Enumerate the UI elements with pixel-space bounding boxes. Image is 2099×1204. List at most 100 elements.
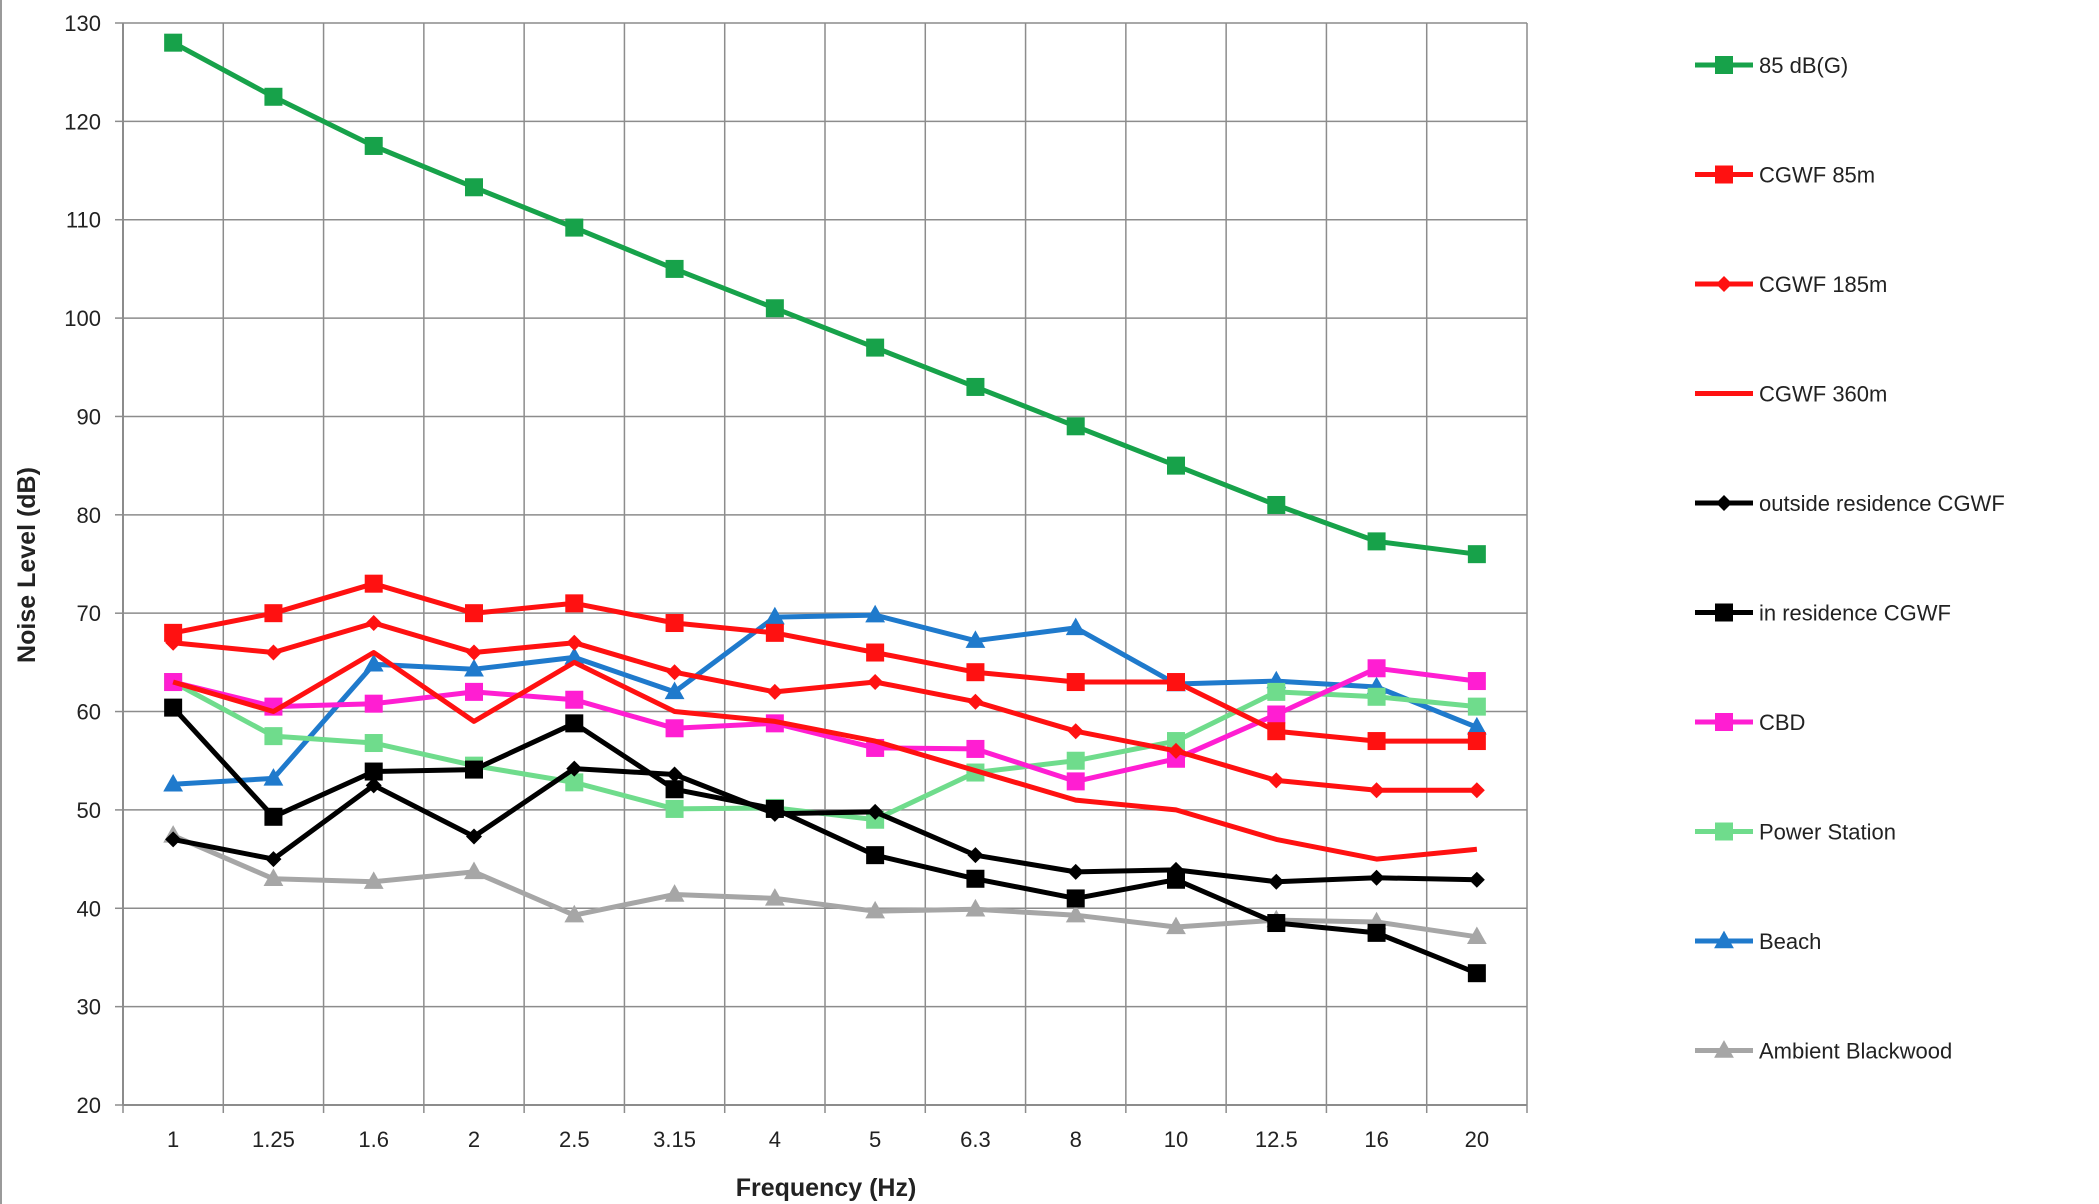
data-point bbox=[967, 693, 984, 710]
data-point bbox=[564, 647, 585, 665]
data-point bbox=[1467, 964, 1486, 983]
data-point bbox=[867, 674, 884, 691]
data-point bbox=[264, 807, 283, 826]
data-point bbox=[1468, 871, 1485, 888]
data-point bbox=[565, 773, 584, 792]
data-point bbox=[665, 614, 684, 633]
series-line bbox=[172, 620, 1477, 793]
data-point bbox=[264, 87, 283, 106]
data-point bbox=[1065, 617, 1086, 636]
data-point bbox=[664, 884, 685, 902]
legend-swatch-marker bbox=[1715, 822, 1733, 841]
data-point bbox=[1066, 772, 1085, 791]
data-point bbox=[1267, 722, 1286, 741]
data-point bbox=[565, 690, 584, 709]
legend-label: Ambient Blackwood bbox=[1759, 1039, 1952, 1064]
legend-label: CGWF 360m bbox=[1759, 382, 1887, 407]
x-tick-label: 1 bbox=[167, 1127, 179, 1152]
series-line bbox=[172, 581, 1477, 744]
data-point bbox=[364, 136, 383, 155]
data-point bbox=[465, 604, 483, 623]
data-point bbox=[1167, 870, 1185, 889]
data-point bbox=[665, 780, 684, 799]
legend-swatch-marker bbox=[1714, 930, 1734, 949]
data-point bbox=[1367, 923, 1386, 942]
data-point bbox=[263, 768, 284, 786]
data-point bbox=[665, 719, 684, 738]
data-point bbox=[1067, 863, 1084, 880]
data-point bbox=[966, 377, 985, 396]
data-point bbox=[1067, 723, 1084, 740]
series-group bbox=[163, 33, 1487, 983]
data-point bbox=[1268, 873, 1285, 890]
data-point bbox=[1267, 495, 1286, 514]
x-tick-label: 12.5 bbox=[1255, 1127, 1298, 1152]
legend-item-beach: Beach bbox=[1695, 929, 1821, 954]
legend-label: CGWF 85m bbox=[1759, 163, 1875, 188]
data-point bbox=[1167, 673, 1185, 692]
data-point bbox=[865, 900, 886, 919]
data-point bbox=[1367, 532, 1386, 551]
data-point bbox=[466, 644, 482, 661]
data-point bbox=[1466, 926, 1487, 944]
legend-item-cgwf-360m: CGWF 360m bbox=[1695, 382, 1887, 407]
y-tick-labels: 20 30 40 50 60 70 80 90 100 110 120 130 bbox=[64, 11, 101, 1118]
data-point bbox=[1367, 687, 1386, 706]
grid bbox=[122, 22, 1528, 1106]
legend-swatch-marker bbox=[1714, 1040, 1734, 1058]
data-point bbox=[363, 871, 384, 889]
data-point bbox=[1368, 869, 1385, 886]
x-tick-label: 1.6 bbox=[358, 1127, 389, 1152]
data-point bbox=[566, 760, 583, 777]
data-point bbox=[466, 828, 482, 845]
data-point bbox=[866, 643, 885, 662]
left-border-line bbox=[0, 0, 2, 1204]
data-point bbox=[664, 681, 685, 700]
data-point bbox=[564, 904, 585, 923]
legend-label: outside residence CGWF bbox=[1759, 491, 2005, 516]
data-point bbox=[566, 634, 583, 651]
legend-swatch-marker bbox=[1715, 56, 1733, 74]
legend-label: CGWF 185m bbox=[1759, 272, 1887, 297]
legend-swatch-marker bbox=[1715, 603, 1733, 622]
x-tick-label: 3.15 bbox=[653, 1127, 696, 1152]
data-point bbox=[263, 868, 284, 886]
y-axis-title: Noise Level (dB) bbox=[13, 467, 41, 663]
data-point bbox=[1467, 732, 1486, 751]
data-point bbox=[867, 803, 884, 820]
x-tick-label: 2.5 bbox=[559, 1127, 590, 1152]
data-point bbox=[264, 727, 283, 746]
data-point bbox=[1467, 672, 1486, 691]
y-tick-label: 130 bbox=[64, 11, 101, 36]
x-tick-labels: 1 1.25 1.6 2 2.5 3.15 4 5 6.3 8 10 12.5 16 20 bbox=[167, 1127, 1489, 1152]
data-point bbox=[465, 178, 483, 197]
data-point bbox=[365, 615, 382, 632]
series-line bbox=[172, 766, 1477, 885]
series-line bbox=[171, 40, 1478, 557]
legend-label: in residence CGWF bbox=[1759, 601, 1951, 626]
data-point bbox=[1166, 916, 1186, 935]
legend-label: CBD bbox=[1759, 710, 1805, 735]
data-point bbox=[865, 604, 886, 623]
data-point bbox=[1168, 742, 1184, 759]
data-point bbox=[464, 658, 484, 677]
y-tick-label: 30 bbox=[77, 995, 101, 1020]
data-point bbox=[363, 653, 384, 672]
data-point bbox=[1066, 673, 1085, 692]
legend-label: 85 dB(G) bbox=[1759, 53, 1848, 78]
data-point bbox=[1065, 904, 1086, 923]
data-point bbox=[1066, 889, 1085, 908]
data-point bbox=[765, 623, 784, 642]
series-line bbox=[172, 833, 1478, 940]
data-point bbox=[665, 799, 684, 818]
series-85-db-g bbox=[164, 33, 1486, 564]
y-tick-label: 120 bbox=[64, 109, 101, 134]
data-point bbox=[264, 604, 283, 623]
series-line bbox=[172, 650, 1478, 862]
data-point bbox=[1367, 732, 1386, 751]
data-point bbox=[565, 218, 584, 237]
data-point bbox=[364, 574, 383, 593]
data-point bbox=[465, 760, 483, 779]
data-point bbox=[1467, 545, 1486, 564]
y-tick-label: 70 bbox=[77, 601, 101, 626]
